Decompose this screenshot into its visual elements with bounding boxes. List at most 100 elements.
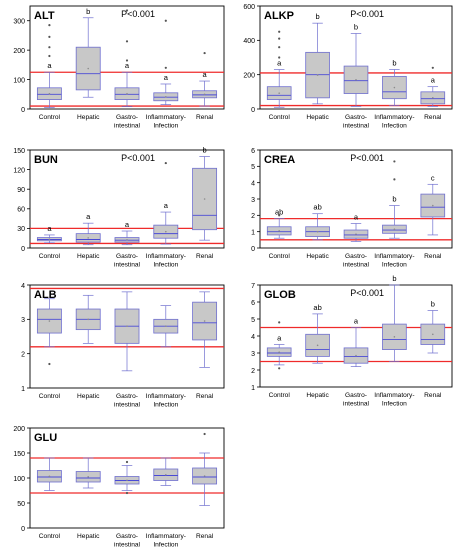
category-label: Renal (424, 253, 442, 260)
center-dot (48, 92, 51, 95)
y-tick-label: 1 (251, 385, 255, 392)
category-label: Infection (153, 123, 178, 130)
category-label: intestinal (343, 262, 370, 269)
y-tick-label: 2 (251, 213, 255, 220)
category-label: Control (269, 392, 291, 399)
category-label: Control (39, 533, 61, 540)
category-label: Hepatic (306, 114, 329, 121)
y-tick-label: 100 (13, 77, 25, 84)
category-label: intestinal (343, 123, 370, 130)
y-tick-label: 3 (21, 317, 25, 324)
outlier-point (48, 46, 51, 49)
category-label: Infection (153, 542, 178, 549)
y-tick-label: 5 (251, 317, 255, 324)
group-letter: b (392, 195, 396, 204)
center-dot (278, 230, 281, 232)
center-dot (432, 333, 434, 336)
box-5: a (192, 51, 218, 107)
group-letter: b (431, 300, 435, 309)
outlier-point (203, 51, 206, 55)
center-dot (87, 475, 89, 478)
category-label: Infection (153, 262, 178, 269)
group-letter: c (431, 173, 435, 182)
category-label: Renal (196, 253, 214, 260)
panel-title: ALT (34, 10, 55, 22)
outlier-point (278, 321, 281, 324)
group-letter: a (164, 201, 169, 210)
category-label: Hepatic (77, 393, 100, 400)
box-3: a (343, 213, 369, 242)
center-dot (126, 479, 128, 482)
panel-crea: 0 1 2 3 4 5 6 ab Control ab Hepatic a Gastro-intesti… (251, 148, 453, 269)
y-tick-label: 6 (251, 148, 255, 155)
outlier-point (48, 362, 51, 366)
group-letter: b (354, 22, 358, 31)
y-tick-label: 1 (21, 386, 25, 393)
box-2 (75, 294, 101, 344)
center-dot (432, 97, 434, 99)
y-tick-label: 1 (251, 229, 255, 236)
box-4: b (382, 274, 407, 362)
center-dot (203, 320, 206, 322)
category-label: Gastro- (116, 253, 138, 260)
panel-title: CREA (264, 154, 295, 166)
center-dot (203, 475, 206, 477)
panel-alb: 1 2 3 4 Control Hepatic Gastro-intestinal Infla… (21, 283, 225, 409)
group-letter: a (164, 73, 169, 82)
y-tick-label: 30 (17, 226, 25, 233)
center-dot (393, 228, 396, 231)
panel-glu: 0 50 100 150 200 Control Hepatic Gastro-intesti… (13, 426, 225, 549)
category-label: Renal (196, 114, 214, 121)
category-label: Inflammatory- (146, 253, 186, 260)
center-dot (165, 473, 167, 476)
group-letter: a (431, 76, 436, 85)
y-tick-label: 2 (21, 351, 25, 358)
center-dot (87, 67, 89, 70)
box-5: a (420, 66, 446, 107)
group-letter: ab (275, 208, 283, 217)
center-dot (393, 336, 396, 338)
center-dot (316, 230, 319, 233)
y-tick-label: 300 (13, 19, 25, 26)
box-4: a (153, 161, 179, 245)
p-value: P<0.001 (350, 153, 384, 163)
y-tick-label: 3 (251, 351, 255, 358)
outlier-point (125, 59, 129, 62)
center-dot (278, 92, 281, 94)
box-5: c (420, 173, 446, 236)
box-2 (75, 457, 101, 489)
outlier-point (393, 160, 396, 163)
y-tick-label: 0 (21, 246, 25, 253)
y-tick-label: 0 (251, 107, 255, 114)
panel-alt: 0 100 200 300 a Control b Hepatic a Gastro-intest… (13, 5, 225, 130)
outlier-point (278, 214, 281, 217)
panel-alkp: 0 200 400 600 a Control b Hepatic b Gastro-intest… (243, 4, 453, 130)
outlier-point (278, 30, 281, 33)
box-5 (192, 432, 218, 506)
y-tick-label: 60 (17, 207, 25, 214)
category-label: Control (269, 114, 291, 121)
box-3: a (114, 220, 140, 246)
category-label: Hepatic (306, 253, 329, 260)
group-letter: a (277, 59, 282, 68)
group-letter: a (125, 220, 130, 229)
group-letter: b (316, 12, 320, 21)
box-1: ab (266, 208, 292, 239)
category-label: Infection (382, 262, 407, 269)
center-dot (165, 95, 167, 98)
box-4: b (382, 59, 407, 106)
box-1: a (266, 30, 292, 108)
outlier-point (125, 460, 129, 464)
center-dot (165, 230, 167, 233)
box-2: b (75, 7, 101, 98)
box-1: a (36, 24, 62, 108)
y-tick-label: 150 (13, 451, 25, 458)
y-tick-label: 200 (13, 48, 25, 55)
group-letter: a (354, 213, 359, 222)
category-label: Inflammatory- (146, 533, 186, 540)
center-dot (87, 237, 89, 239)
center-dot (203, 198, 206, 200)
y-tick-label: 7 (251, 283, 255, 290)
